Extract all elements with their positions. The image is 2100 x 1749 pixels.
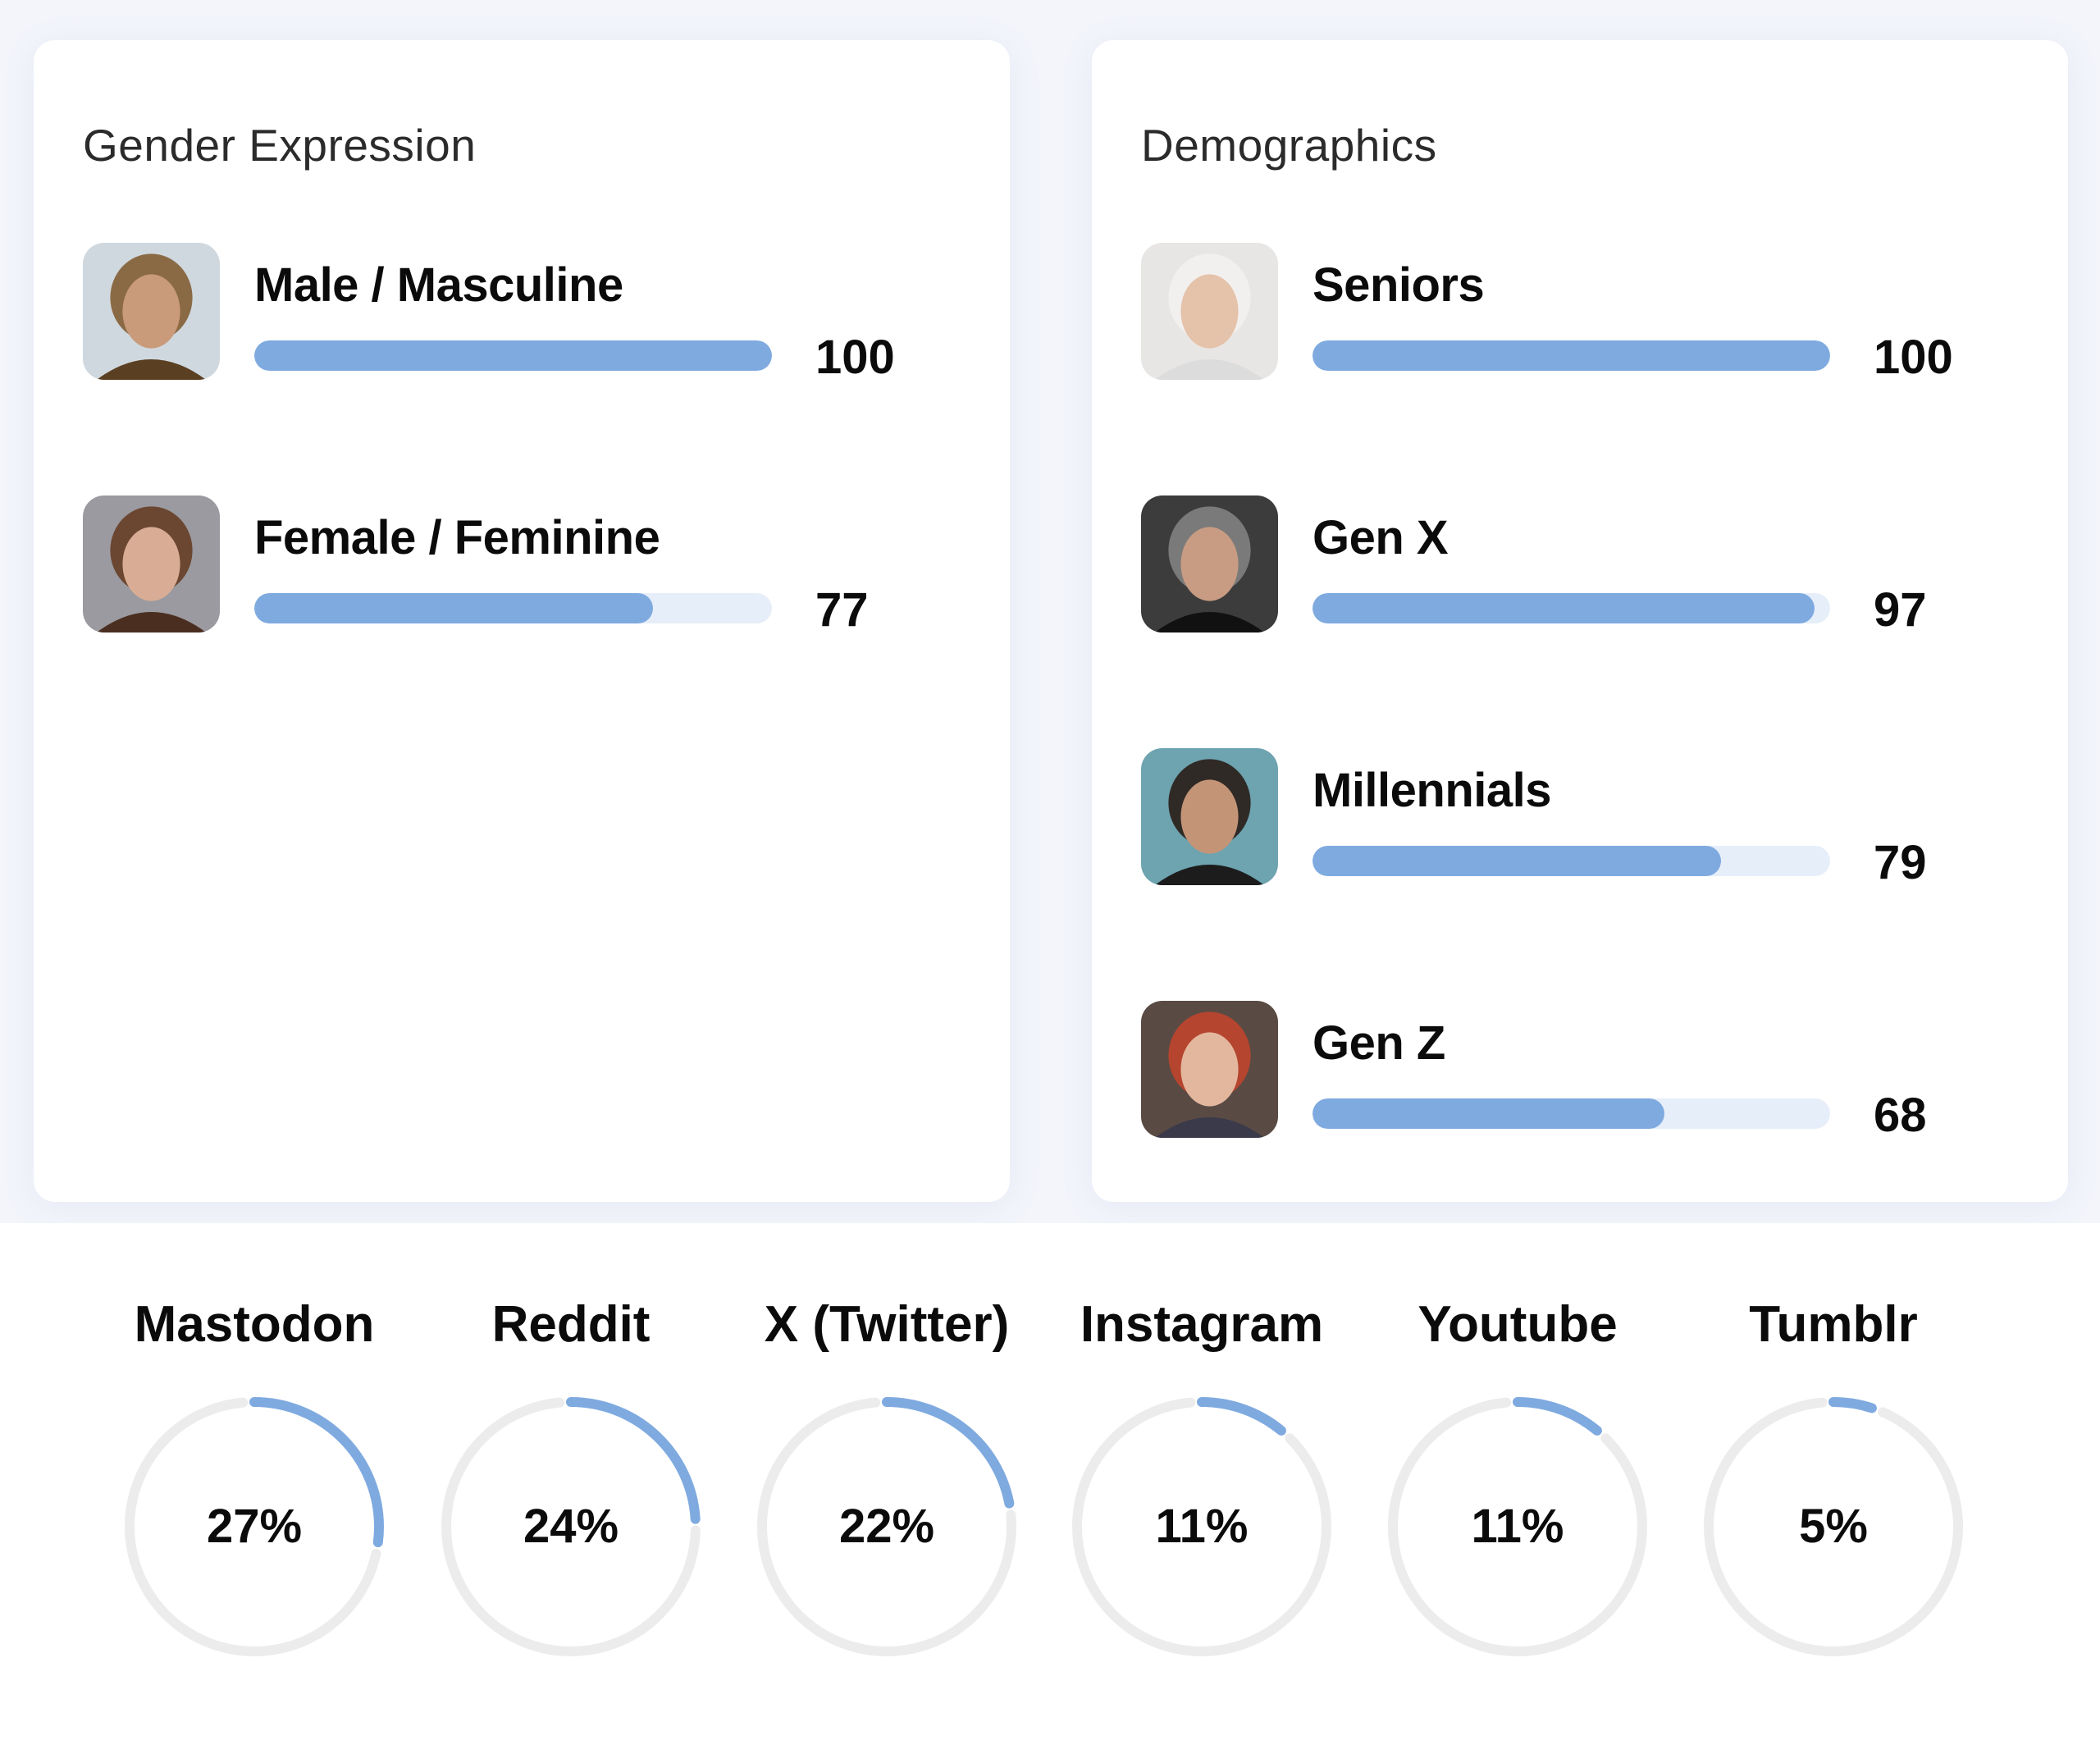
ring-progress-arc xyxy=(1072,1397,1331,1656)
ring-track xyxy=(1704,1397,1963,1656)
ring-progress-arc xyxy=(441,1397,701,1656)
row-value: 77 xyxy=(815,583,869,637)
progress-bar xyxy=(254,340,772,371)
genz-portrait-photo xyxy=(1141,1001,1278,1138)
platform-percent: 27% xyxy=(206,1500,303,1553)
platform-youtube: Youtube 11% xyxy=(1362,1223,1673,1715)
gender-expression-card: Gender Expression Male / Masculine 100 F… xyxy=(34,40,1010,1202)
platform-percent: 5% xyxy=(1799,1500,1868,1553)
progress-fill xyxy=(1312,340,1830,371)
row-label: Gen X xyxy=(1312,511,1449,564)
ring-chart xyxy=(1072,1397,1331,1657)
row-label: Female / Feminine xyxy=(254,511,660,564)
demographics-card: Demographics Seniors 100 Gen X 97 Millen… xyxy=(1092,40,2068,1202)
male-portrait-photo xyxy=(83,243,220,380)
platform-reddit: Reddit 24% xyxy=(415,1223,727,1715)
platform-name: Mastodon xyxy=(134,1296,375,1353)
list-item: Seniors 100 xyxy=(1141,243,2060,384)
row-value: 97 xyxy=(1874,583,1927,637)
row-value: 79 xyxy=(1874,836,1927,889)
female-portrait-photo xyxy=(83,495,220,632)
progress-bar xyxy=(1312,1098,1830,1129)
progress-fill xyxy=(1312,593,1815,623)
progress-bar xyxy=(254,593,772,623)
row-label: Gen Z xyxy=(1312,1016,1445,1070)
platform-mastodon: Mastodon 27% xyxy=(98,1223,410,1715)
platform-percent: 11% xyxy=(1471,1500,1564,1553)
ring-chart xyxy=(1704,1397,1963,1656)
list-item: Male / Masculine 100 xyxy=(83,243,1002,384)
platform-name: Youtube xyxy=(1418,1296,1618,1353)
ring-track xyxy=(1388,1397,1647,1657)
card-title: Gender Expression xyxy=(83,120,477,171)
platform-percent: 22% xyxy=(838,1500,935,1553)
ring-progress-arc xyxy=(125,1397,384,1656)
card-title: Demographics xyxy=(1141,120,1437,171)
list-item: Gen X 97 xyxy=(1141,495,2060,637)
ring-chart xyxy=(757,1397,1016,1656)
ring-chart xyxy=(441,1397,701,1656)
platform-instagram: Instagram 11% xyxy=(1046,1223,1358,1715)
platform-name: Tumblr xyxy=(1749,1296,1918,1353)
ring-progress-arc xyxy=(1704,1397,1963,1656)
progress-fill xyxy=(254,340,772,371)
platforms-section: Mastodon 27% Reddit 24% X (Twitter) 22% Instag… xyxy=(0,1223,2100,1749)
progress-bar xyxy=(1312,593,1830,623)
ring-progress-arc xyxy=(757,1397,1016,1656)
progress-fill xyxy=(1312,1098,1665,1129)
list-item: Millennials 79 xyxy=(1141,748,2060,889)
senior-portrait-photo xyxy=(1141,243,1278,380)
row-value: 100 xyxy=(815,331,895,384)
ring-track xyxy=(757,1397,1016,1656)
row-value: 68 xyxy=(1874,1089,1927,1142)
row-label: Millennials xyxy=(1312,764,1552,817)
ring-progress-arc xyxy=(1388,1397,1647,1656)
progress-fill xyxy=(254,593,653,623)
ring-track xyxy=(1072,1397,1331,1657)
platform-percent: 24% xyxy=(523,1500,619,1553)
list-item: Gen Z 68 xyxy=(1141,1001,2060,1142)
progress-bar xyxy=(1312,846,1830,876)
platform-tumblr: Tumblr 5% xyxy=(1678,1223,1989,1715)
platform-name: X (Twitter) xyxy=(764,1296,1010,1353)
row-value: 100 xyxy=(1874,331,1953,384)
progress-fill xyxy=(1312,846,1722,876)
ring-chart xyxy=(125,1397,384,1656)
progress-bar xyxy=(1312,340,1830,371)
platform-percent: 11% xyxy=(1155,1500,1249,1553)
row-label: Seniors xyxy=(1312,258,1485,312)
platform-name: Reddit xyxy=(491,1296,651,1353)
millennial-portrait-photo xyxy=(1141,748,1278,885)
ring-track xyxy=(441,1397,701,1656)
row-label: Male / Masculine xyxy=(254,258,623,312)
platform-name: Instagram xyxy=(1080,1296,1324,1353)
ring-chart xyxy=(1388,1397,1647,1657)
genx-portrait-photo xyxy=(1141,495,1278,632)
list-item: Female / Feminine 77 xyxy=(83,495,1002,637)
ring-track xyxy=(125,1397,384,1656)
platform-x-twitter: X (Twitter) 22% xyxy=(731,1223,1043,1715)
